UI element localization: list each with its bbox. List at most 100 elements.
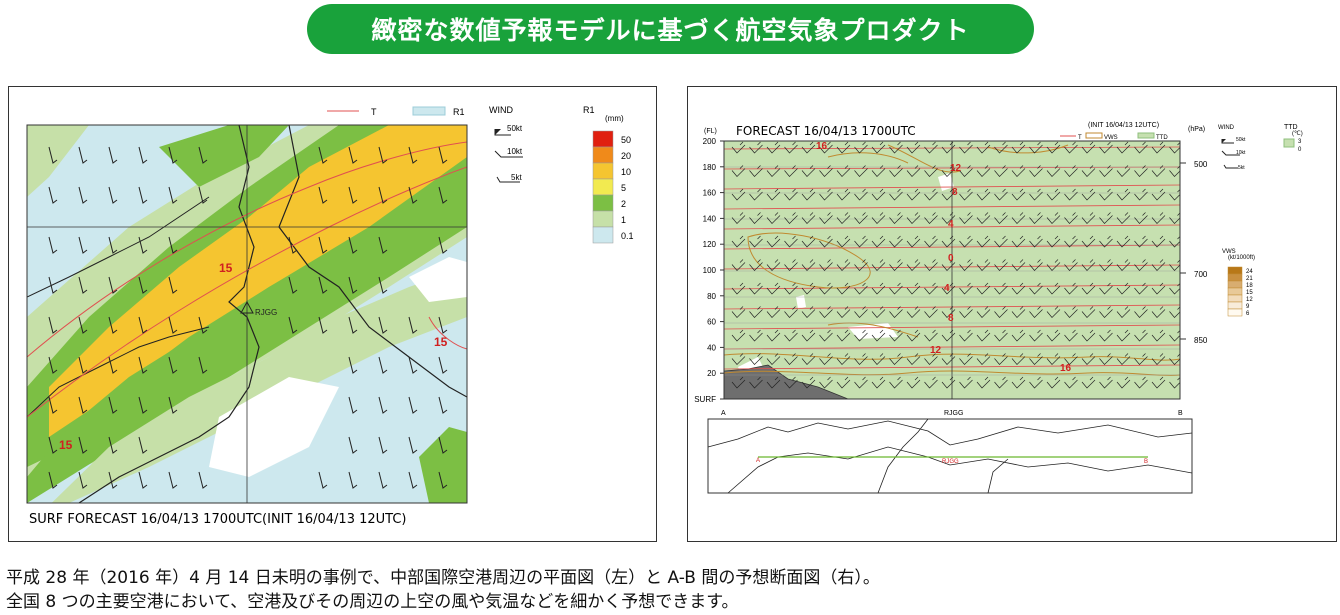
wind-barb	[1081, 376, 1096, 389]
wind-barb	[906, 188, 921, 201]
wind-barb	[959, 306, 973, 319]
wind-barb	[994, 282, 1008, 295]
temp-label: 15	[219, 261, 233, 275]
wind-barb	[749, 376, 763, 389]
wind-barb	[784, 282, 798, 295]
wind-barb	[889, 329, 903, 342]
wind-barb	[1151, 141, 1166, 154]
wind-barb	[1099, 353, 1113, 366]
vws-scale-label: 15	[1246, 290, 1253, 296]
ttd-level: 3	[1298, 139, 1302, 145]
wind-barb	[1116, 165, 1131, 178]
wind-barb	[1116, 141, 1131, 154]
wind-barb	[1099, 212, 1113, 225]
r1-scale-label: 5	[621, 183, 626, 193]
ttd-unit: (℃)	[1292, 131, 1303, 137]
station-triangle-icon	[240, 300, 254, 314]
wind-barb	[1011, 165, 1026, 178]
r1-scale-swatch	[592, 226, 614, 244]
fl-tick-label: 100	[703, 266, 717, 275]
r1-scale-swatch	[592, 178, 614, 196]
wind-barb	[906, 376, 921, 389]
wind-barb	[924, 306, 938, 319]
hpa-tick: 700	[1194, 270, 1208, 279]
wind-barb	[854, 259, 868, 272]
wind-barb	[871, 329, 886, 342]
wind-barb	[1081, 141, 1096, 154]
wind-barb	[1064, 212, 1078, 225]
wind-barb	[766, 353, 781, 366]
wind-barb	[1029, 282, 1043, 295]
vws-unit: (kt/1000ft)	[1228, 255, 1255, 261]
wind-barb	[836, 259, 851, 272]
wind-barb	[1116, 376, 1131, 389]
wind-barb	[749, 188, 763, 201]
vws-scale-label: 21	[1246, 276, 1253, 282]
wind-barb	[976, 212, 991, 225]
wind-barb	[871, 376, 886, 389]
r1-scale-title: R1	[583, 105, 595, 115]
fl-tick-label: 200	[703, 137, 717, 146]
wind-barb	[1064, 376, 1078, 389]
wind-barb	[1029, 329, 1043, 342]
wind-barb	[1116, 329, 1131, 342]
wind-barb	[854, 306, 868, 319]
wind-barb	[941, 259, 956, 272]
wind-barb	[994, 259, 1008, 272]
wind-barb	[1151, 376, 1166, 389]
wind-barb	[1011, 235, 1026, 248]
vws-scale-label: 18	[1246, 283, 1253, 289]
wind-barb	[801, 188, 816, 201]
wind-barb	[784, 188, 798, 201]
wind-barb	[959, 188, 973, 201]
wind-barb	[1046, 188, 1061, 201]
wind-barb	[906, 212, 921, 225]
wind-barb	[871, 165, 886, 178]
wind-barb	[784, 212, 798, 225]
surface-forecast-map: 15 15 15 RJGG T R1 WIND 50kt 10kt 5kt R1…	[26, 105, 634, 527]
vws-scale-label: 24	[1246, 269, 1253, 275]
wind-barb	[889, 188, 903, 201]
r1-scale-label: 10	[621, 167, 631, 177]
wind-barb	[871, 212, 886, 225]
temp-label: 8	[952, 187, 958, 198]
wind-barb	[924, 165, 938, 178]
wind-barb	[976, 282, 991, 295]
wind-barb	[1046, 353, 1061, 366]
wind-barb	[1011, 306, 1026, 319]
temp-label: 16	[816, 141, 828, 152]
wind-barb	[749, 212, 763, 225]
vws-scale-swatch	[1227, 273, 1243, 282]
wind-barb	[994, 329, 1008, 342]
inset-label-b: B	[1144, 459, 1148, 465]
wind-legend-label: 10kt	[1236, 150, 1246, 156]
wind-barb	[1081, 165, 1096, 178]
wind-barb	[1116, 212, 1131, 225]
wind-barb	[1081, 259, 1096, 272]
fl-tick-label: 40	[707, 343, 716, 352]
wind-legend-label: 5kt	[511, 173, 522, 182]
wind-barb	[801, 141, 816, 154]
wind-barb	[1064, 259, 1078, 272]
wind-barb	[871, 235, 886, 248]
wind-barb	[749, 306, 763, 319]
temp-label: 12	[950, 163, 962, 174]
wind-barb	[749, 353, 763, 366]
wind-barb	[889, 376, 903, 389]
wind-barb	[976, 259, 991, 272]
wind-barb	[889, 165, 903, 178]
wind-barb	[906, 165, 921, 178]
wind-barb	[941, 235, 956, 248]
wind-barb	[836, 353, 851, 366]
wind-barb	[994, 376, 1008, 389]
wind-barb	[854, 353, 868, 366]
wind-barb	[1134, 306, 1148, 319]
wind-barb	[1099, 188, 1113, 201]
wind-barb	[941, 212, 956, 225]
wind-legend-title: WIND	[1218, 125, 1235, 131]
wind-barb	[731, 165, 746, 178]
wind-barb	[784, 329, 798, 342]
wind-barb	[836, 212, 851, 225]
wind-barb	[924, 141, 938, 154]
wind-barb	[854, 212, 868, 225]
